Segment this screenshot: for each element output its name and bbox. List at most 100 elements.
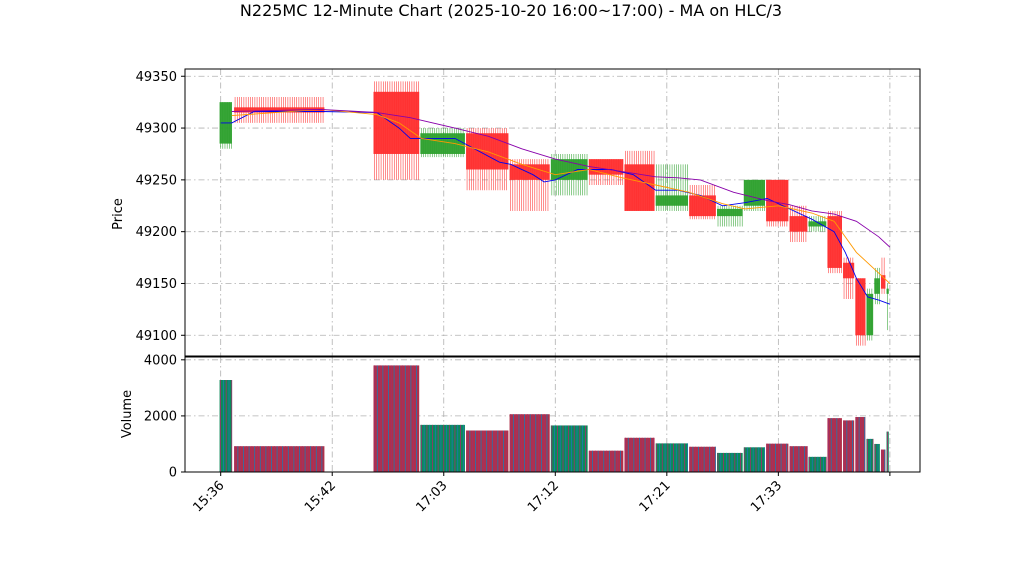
- price-grid: [185, 69, 920, 356]
- volume-bar: [866, 438, 874, 472]
- price-tick-label: 49150: [136, 277, 177, 292]
- volume-bar: [219, 380, 233, 472]
- volume-bars: [219, 365, 889, 472]
- candle: [588, 159, 624, 186]
- x-tick-label: 17:12: [525, 478, 562, 515]
- volume-tick-label: 0: [169, 466, 177, 481]
- candle: [655, 164, 689, 211]
- volume-bar: [766, 443, 789, 472]
- candle-body: [373, 91, 420, 154]
- volume-bar: [588, 450, 624, 472]
- volume-bar: [624, 437, 655, 472]
- candle-body: [874, 278, 880, 294]
- candle-body: [808, 221, 827, 227]
- candle-body: [655, 195, 689, 206]
- price-panel-frame: [184, 68, 921, 357]
- price-y-axis: 49100 49150 49200 49250 49300 49350: [136, 70, 185, 344]
- volume-bar-fill: [789, 446, 808, 472]
- price-tick-label: 49200: [136, 225, 177, 240]
- volume-tick-label: 2000: [144, 409, 177, 424]
- volume-bar: [420, 424, 465, 472]
- volume-bar: [234, 446, 325, 472]
- volume-bar: [373, 365, 420, 472]
- candle: [420, 128, 465, 158]
- volume-bar: [827, 418, 842, 472]
- candle-body: [827, 216, 842, 268]
- price-tick-label: 49350: [136, 70, 177, 85]
- candle: [219, 102, 232, 149]
- candle-body: [689, 195, 716, 217]
- volume-bar-fill: [689, 446, 716, 472]
- candle: [624, 150, 655, 211]
- volume-bar: [808, 456, 827, 472]
- x-tick-label: 17:03: [413, 478, 450, 515]
- price-tick-label: 49300: [136, 122, 177, 137]
- candle: [373, 81, 420, 180]
- x-tick-label: 17:21: [637, 478, 674, 515]
- candle: [886, 283, 889, 331]
- volume-bar-fill: [808, 456, 827, 472]
- candle-body: [766, 179, 789, 222]
- volume-bar: [466, 430, 509, 472]
- candle-body: [855, 278, 866, 336]
- candle-body: [420, 133, 465, 154]
- volume-bar: [789, 446, 808, 472]
- candle-body: [717, 208, 743, 217]
- volume-bar-fill: [219, 380, 232, 472]
- volume-bar-fill: [373, 365, 420, 472]
- volume-bar: [743, 447, 765, 472]
- chart-title: N225MC 12-Minute Chart (2025-10-20 16:00…: [240, 1, 782, 20]
- volume-tick-label: 4000: [144, 353, 177, 368]
- volume-bar-fill: [743, 447, 765, 472]
- candle: [827, 210, 842, 274]
- volume-panel-frame: [184, 356, 921, 473]
- price-axis-label: Price: [111, 198, 126, 230]
- volume-bar-fill: [866, 438, 874, 472]
- moving-average-line: [231, 108, 891, 284]
- volume-bar: [886, 431, 889, 472]
- x-tick-label: 17:33: [748, 478, 785, 515]
- volume-bar-fill: [855, 417, 866, 472]
- volume-axis-label: Volume: [120, 390, 135, 438]
- volume-bar: [855, 417, 866, 472]
- price-tick-label: 49100: [136, 329, 177, 344]
- volume-bar: [689, 446, 716, 472]
- candle: [689, 185, 716, 220]
- price-candles: [219, 81, 889, 346]
- candle-body: [886, 288, 889, 294]
- candle: [766, 179, 789, 227]
- candle-body: [234, 107, 325, 113]
- x-tick-label: 15:36: [190, 478, 227, 515]
- volume-bar: [550, 425, 588, 472]
- volume-bar-fill: [509, 414, 550, 472]
- price-tick-label: 49250: [136, 173, 177, 188]
- candle-body: [743, 179, 765, 206]
- candle-body: [843, 262, 855, 279]
- volume-bar: [509, 414, 550, 472]
- candle: [466, 128, 509, 191]
- candle-body: [624, 164, 655, 211]
- volume-y-axis: 0 2000 4000: [144, 353, 185, 481]
- volume-bar-fill: [466, 430, 509, 472]
- volume-bar: [717, 452, 743, 472]
- moving-average-line: [231, 108, 891, 248]
- volume-bar-fill: [843, 420, 855, 472]
- volume-bar-fill: [550, 425, 588, 472]
- moving-average-lines: [220, 108, 891, 305]
- x-axis: 15:36 15:42 17:03 17:12 17:21 17:33: [190, 472, 891, 515]
- volume-bar-fill: [766, 443, 789, 472]
- volume-bar: [655, 443, 689, 472]
- volume-bar: [874, 443, 880, 472]
- x-tick-label: 15:42: [302, 478, 339, 515]
- candle-body: [866, 293, 874, 336]
- candle-body: [880, 275, 886, 289]
- volume-bar-fill: [655, 443, 689, 472]
- moving-average-line: [220, 111, 891, 305]
- volume-bar-fill: [880, 449, 886, 472]
- volume-bar: [880, 449, 886, 472]
- volume-bar-fill: [874, 443, 880, 472]
- candle: [717, 205, 743, 227]
- volume-bar: [843, 420, 855, 472]
- candle-body: [789, 216, 808, 232]
